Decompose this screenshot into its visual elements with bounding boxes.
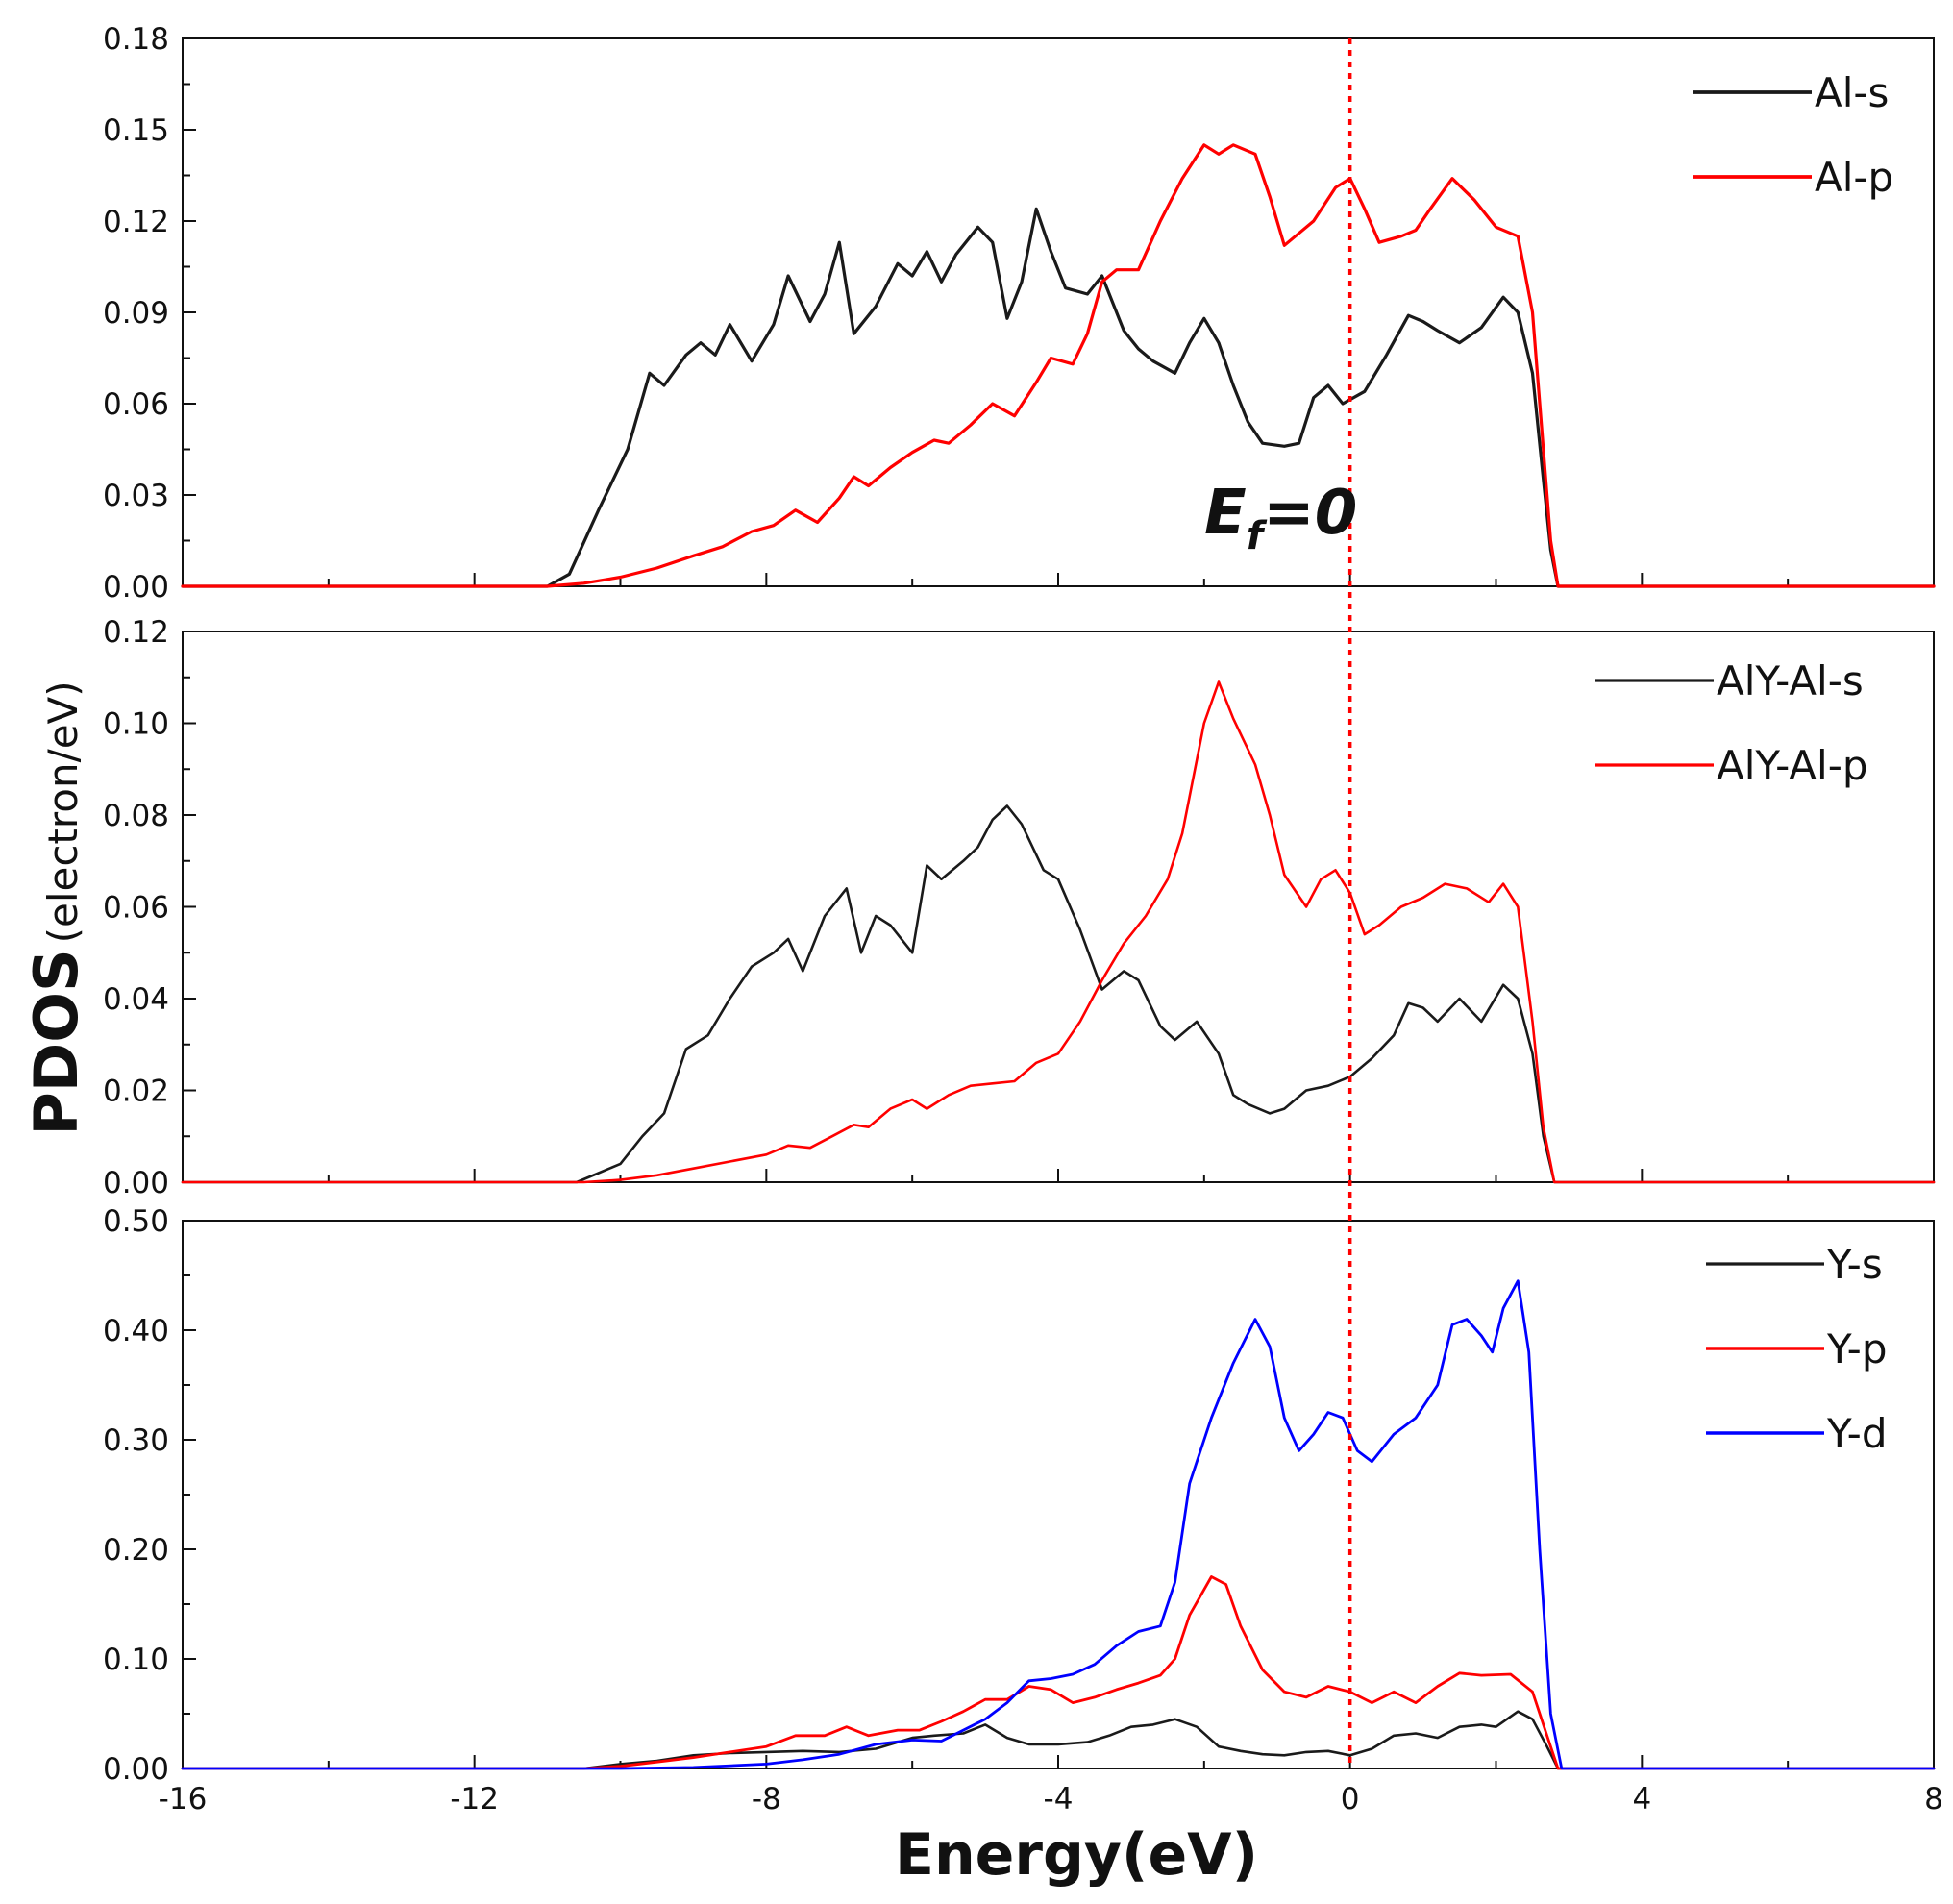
series-line-al-p xyxy=(181,143,1936,588)
fermi-label-main: E xyxy=(1204,478,1247,549)
data-series xyxy=(181,143,1936,1770)
panel-middle-ytick-label: 0.12 xyxy=(103,615,169,650)
panel-bottom-ytick-label: 0.00 xyxy=(103,1752,169,1787)
legend-label-al-p: Al-p xyxy=(1815,154,1893,201)
y-axis-title-unit: (electron/eV) xyxy=(39,680,87,943)
xtick-label: 8 xyxy=(1924,1782,1943,1817)
legend-label-aly-al-p: AlY-Al-p xyxy=(1717,742,1868,789)
y-axis-title: PDOS (electron/eV) xyxy=(21,680,91,1135)
panel-top-ytick-label: 0.06 xyxy=(103,387,169,422)
series-line-aly-al-s xyxy=(181,804,1936,1184)
series-line-y-d xyxy=(181,1279,1936,1770)
panel-middle-ytick-label: 0.08 xyxy=(103,799,169,833)
panel-middle-ytick-label: 0.10 xyxy=(103,707,169,742)
series-line-al-s xyxy=(181,207,1936,588)
panel-top-ytick-label: 0.09 xyxy=(103,296,169,331)
legend-label-y-d: Y-d xyxy=(1826,1410,1888,1457)
xtick-label: -4 xyxy=(1044,1782,1074,1817)
panel-middle-ytick-label: 0.06 xyxy=(103,891,169,926)
fermi-level-label: Ef=0 xyxy=(1204,478,1357,558)
panel-top-ytick-label: 0.03 xyxy=(103,479,169,513)
xtick-label: 0 xyxy=(1341,1782,1360,1817)
legend-label-y-p: Y-p xyxy=(1826,1325,1888,1372)
panel-top-ytick-label: 0.00 xyxy=(103,570,169,605)
panel-bottom-ytick-label: 0.40 xyxy=(103,1314,169,1348)
series-line-y-s xyxy=(181,1710,1936,1770)
series-line-y-p xyxy=(181,1575,1936,1770)
y-axis-title-main: PDOS xyxy=(21,949,91,1135)
legend-label-al-s: Al-s xyxy=(1815,69,1889,116)
x-axis-title: Energy(eV) xyxy=(895,1821,1258,1889)
xtick-label: 4 xyxy=(1632,1782,1651,1817)
xtick-label: -8 xyxy=(752,1782,781,1817)
axis-labels: 0.00 0.03 0.06 0.09 0.12 0.15 0.18 Al-s Al-p 0.00… xyxy=(21,22,1943,1889)
xtick-label: -12 xyxy=(450,1782,499,1817)
panel-bottom-ytick-label: 0.30 xyxy=(103,1423,169,1458)
panel-top-ytick-label: 0.15 xyxy=(103,113,169,148)
panel-bottom-ytick-label: 0.50 xyxy=(103,1204,169,1239)
legend-label-y-s: Y-s xyxy=(1826,1241,1883,1288)
panel-middle-ytick-label: 0.04 xyxy=(103,982,169,1017)
series-line-aly-al-p xyxy=(181,680,1936,1184)
panel-frames xyxy=(182,37,1935,1769)
panel-top-ytick-label: 0.12 xyxy=(103,205,169,239)
panel-top-ytick-label: 0.18 xyxy=(103,22,169,57)
panel-middle-ytick-label: 0.00 xyxy=(103,1166,169,1200)
legend-label-aly-al-s: AlY-Al-s xyxy=(1717,657,1864,705)
fermi-label-sub: f xyxy=(1247,514,1268,558)
panel-middle-ytick-label: 0.02 xyxy=(103,1075,169,1109)
panel-bottom-ytick-label: 0.20 xyxy=(103,1533,169,1568)
panel-bottom-ytick-label: 0.10 xyxy=(103,1643,169,1677)
fermi-label-value: =0 xyxy=(1263,478,1357,549)
xtick-label: -16 xyxy=(159,1782,208,1817)
